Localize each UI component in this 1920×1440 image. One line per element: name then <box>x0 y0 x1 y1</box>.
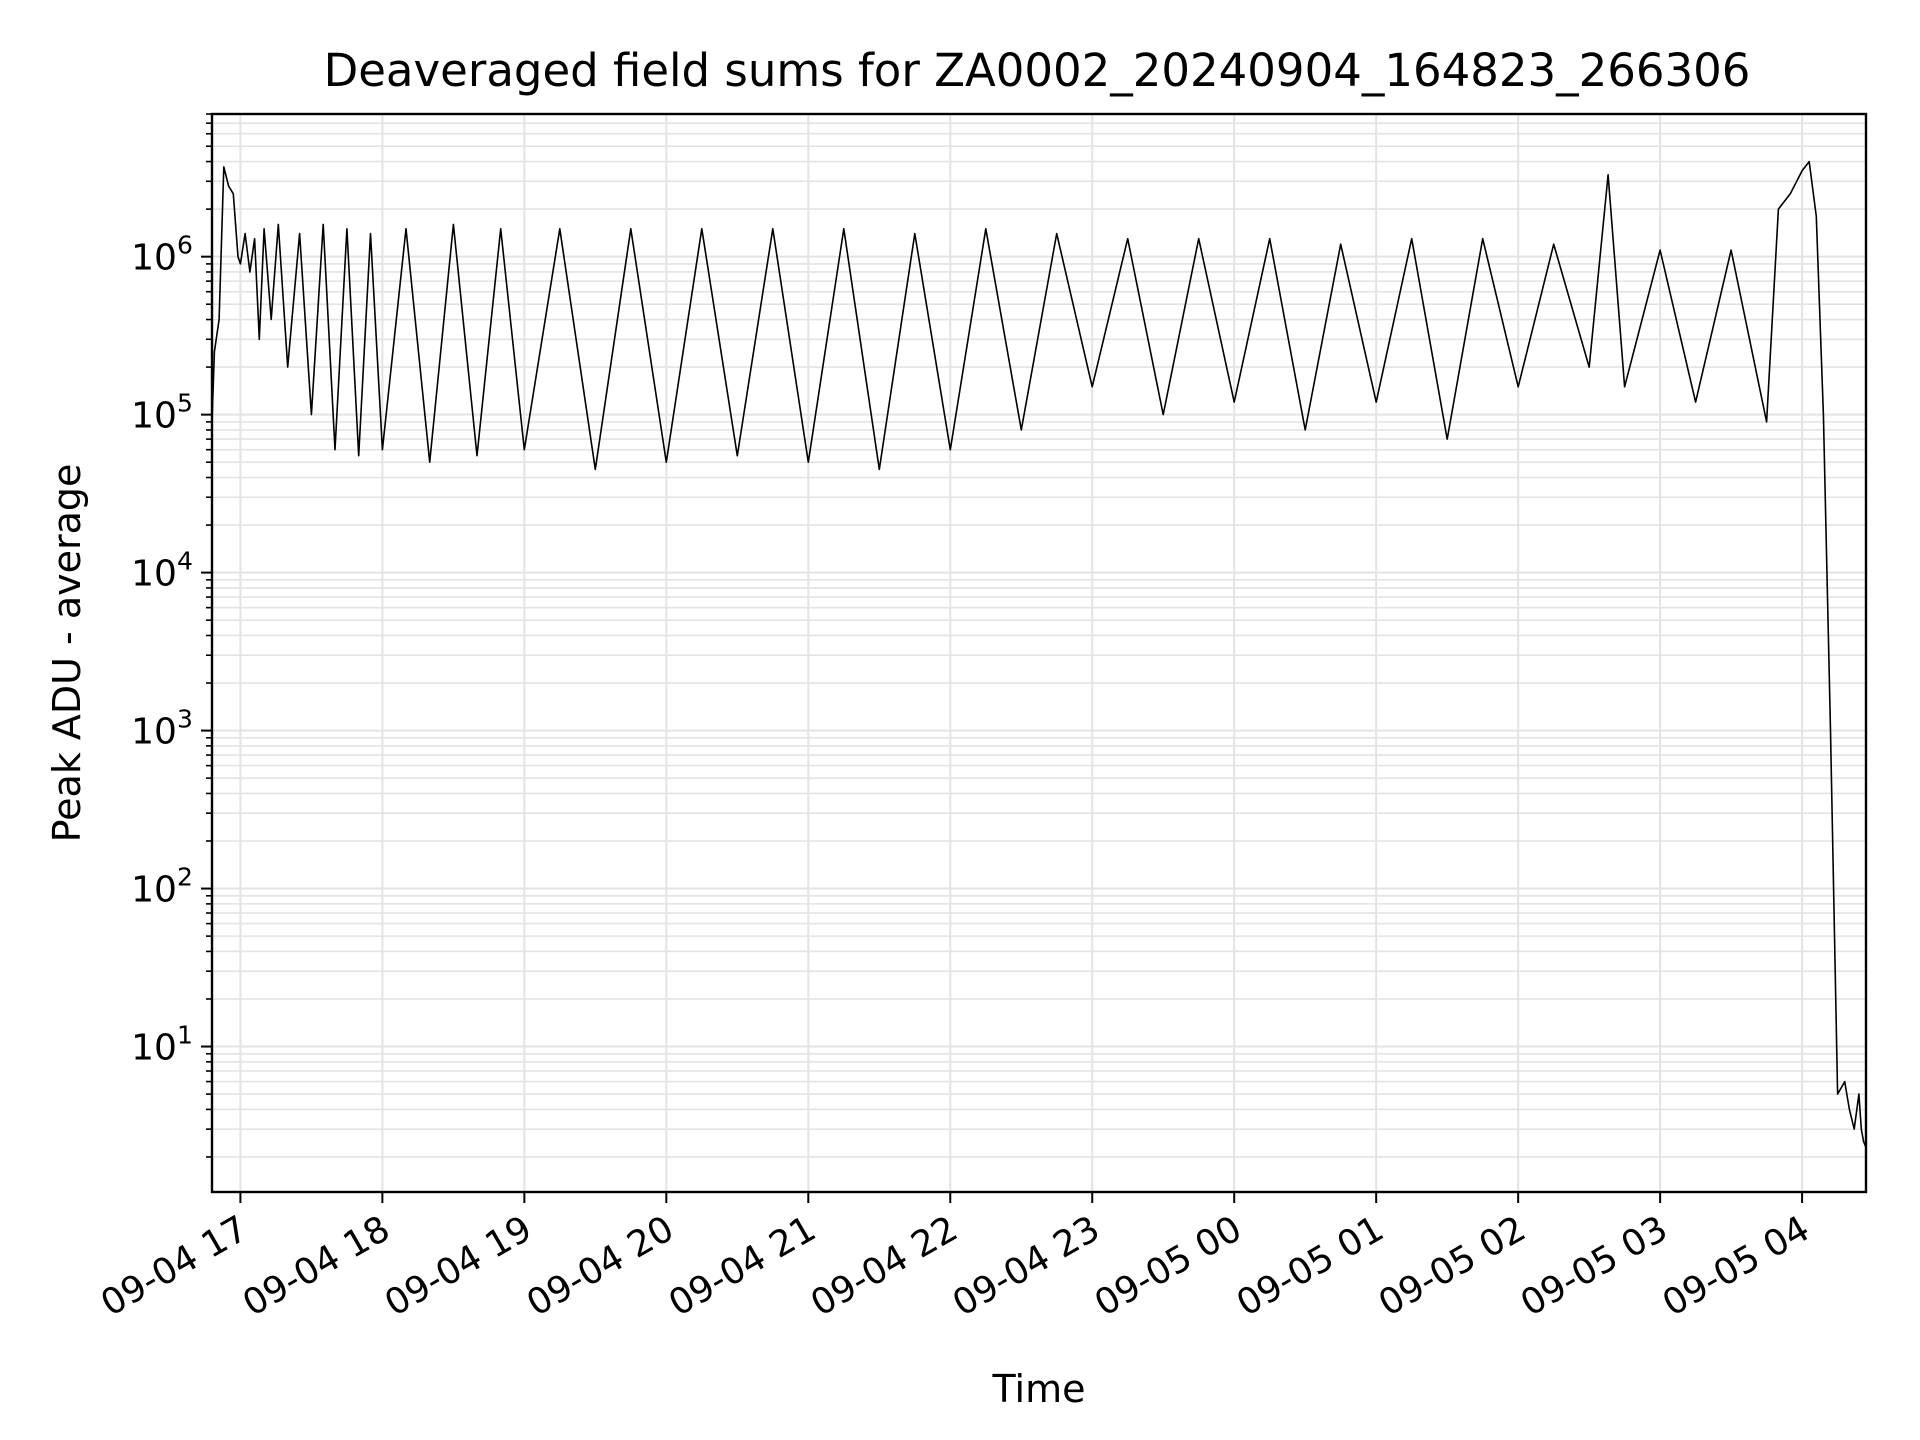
y-tick-exponent: 1 <box>177 1021 193 1050</box>
y-tick-label: 102 <box>131 863 193 911</box>
y-tick-exponent: 6 <box>177 231 193 260</box>
series-line <box>211 160 1867 1148</box>
y-tick-base: 10 <box>131 396 177 437</box>
y-tick-label: 103 <box>131 705 193 753</box>
y-tick-label: 105 <box>131 389 193 437</box>
y-tick-base: 10 <box>131 554 177 595</box>
y-tick-base: 10 <box>131 1028 177 1069</box>
data-layer <box>211 160 1867 1148</box>
y-tick-label: 104 <box>131 547 193 595</box>
chart-title: Deaveraged field sums for ZA0002_2024090… <box>324 44 1751 97</box>
y-tick-exponent: 5 <box>177 389 193 418</box>
y-tick-label: 101 <box>131 1021 193 1069</box>
y-tick-exponent: 2 <box>177 863 193 892</box>
y-tick-exponent: 3 <box>177 705 193 734</box>
plot-frame <box>210 112 1868 1194</box>
y-tick-exponent: 4 <box>177 547 193 576</box>
grid <box>212 113 1866 1192</box>
y-tick-label: 106 <box>131 231 193 279</box>
y-tick-base: 10 <box>131 238 177 279</box>
y-tick-base: 10 <box>131 870 177 911</box>
y-tick-base: 10 <box>131 712 177 753</box>
x-axis-label: Time <box>992 1367 1086 1411</box>
y-axis-label: Peak ADU - average <box>45 464 89 843</box>
